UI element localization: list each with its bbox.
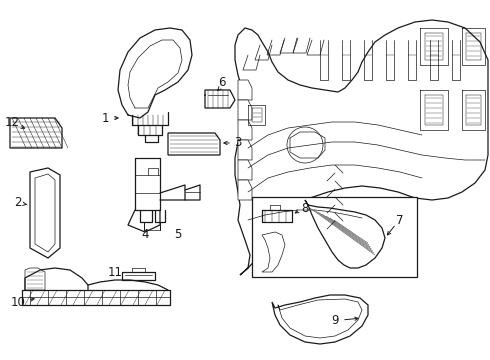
Text: 3: 3 [234, 136, 242, 149]
Polygon shape [10, 118, 62, 148]
Text: 11: 11 [107, 266, 122, 279]
Polygon shape [238, 120, 252, 140]
Polygon shape [238, 140, 252, 160]
Polygon shape [305, 200, 385, 268]
Text: 6: 6 [218, 76, 226, 89]
Polygon shape [238, 80, 252, 100]
Text: 2: 2 [14, 197, 22, 210]
Polygon shape [262, 232, 285, 272]
Polygon shape [238, 180, 252, 200]
Text: 7: 7 [396, 213, 404, 226]
Polygon shape [25, 268, 45, 290]
Polygon shape [238, 160, 252, 180]
Polygon shape [168, 133, 220, 155]
Polygon shape [235, 20, 488, 275]
Text: 10: 10 [11, 296, 25, 309]
Text: 5: 5 [174, 229, 182, 242]
Polygon shape [238, 100, 252, 120]
Text: 12: 12 [4, 116, 20, 129]
Bar [252, 197, 417, 277]
Text: 1: 1 [101, 112, 109, 125]
Polygon shape [30, 168, 60, 258]
Text: 8: 8 [301, 202, 309, 215]
Text: 4: 4 [141, 229, 149, 242]
Polygon shape [35, 174, 55, 252]
Text: 9: 9 [331, 314, 339, 327]
Polygon shape [272, 295, 368, 344]
